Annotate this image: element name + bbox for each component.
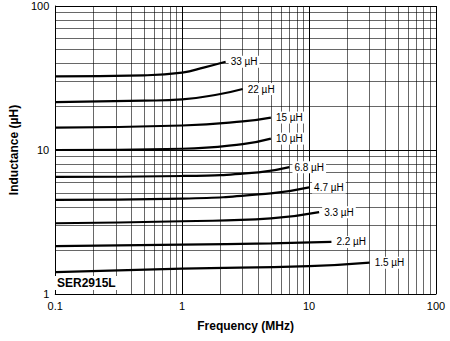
- svg-text:10: 10: [37, 144, 49, 156]
- svg-text:22 µH: 22 µH: [248, 84, 275, 95]
- svg-text:100: 100: [31, 0, 49, 12]
- svg-text:10: 10: [303, 300, 315, 312]
- svg-text:6.8 µH: 6.8 µH: [294, 162, 324, 173]
- svg-text:Inductance (µH): Inductance (µH): [7, 105, 21, 195]
- svg-text:1.5 µH: 1.5 µH: [375, 257, 405, 268]
- svg-text:SER2915L: SER2915L: [57, 276, 116, 290]
- svg-text:3.3 µH: 3.3 µH: [324, 207, 354, 218]
- svg-text:100: 100: [427, 300, 445, 312]
- svg-text:0.1: 0.1: [48, 300, 63, 312]
- svg-text:1: 1: [179, 300, 185, 312]
- svg-text:33 µH: 33 µH: [231, 56, 258, 67]
- svg-text:10 µH: 10 µH: [276, 133, 303, 144]
- svg-text:15 µH: 15 µH: [276, 112, 303, 123]
- svg-text:4.7 µH: 4.7 µH: [314, 182, 344, 193]
- svg-text:Frequency (MHz): Frequency (MHz): [197, 319, 294, 333]
- svg-text:1: 1: [43, 288, 49, 300]
- svg-text:2.2 µH: 2.2 µH: [336, 236, 366, 247]
